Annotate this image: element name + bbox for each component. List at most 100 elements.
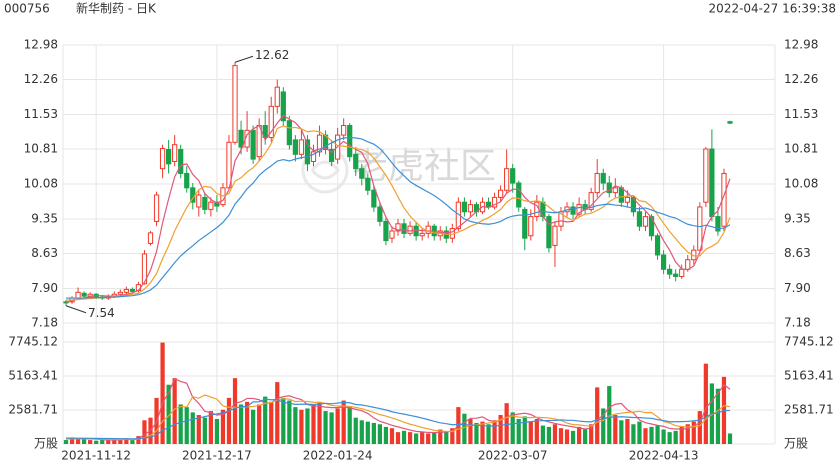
candle-body — [262, 125, 268, 139]
volume-bar — [413, 433, 419, 444]
candle-body — [178, 148, 184, 174]
candle-body — [636, 211, 643, 227]
candle-body — [673, 273, 679, 278]
volume-bar — [323, 411, 328, 444]
candle-body — [196, 194, 202, 208]
candle-body — [123, 288, 129, 293]
volume-bar — [715, 388, 721, 444]
volume-bar — [244, 401, 250, 444]
candle-body — [172, 144, 178, 162]
volume-bar — [178, 404, 183, 444]
candle-body — [341, 125, 347, 136]
candle-body — [238, 129, 244, 148]
candle-body — [347, 125, 353, 158]
candle-body — [588, 192, 594, 210]
mark-layer — [63, 62, 733, 444]
candle-body — [280, 91, 286, 122]
x-tick-label: 2022-03-07 — [478, 449, 548, 463]
volume-bar — [63, 440, 69, 444]
volume-bar — [335, 408, 340, 444]
annotation-leader — [234, 55, 254, 63]
volume-bar — [142, 420, 147, 444]
y-tick-label: 7.18 — [31, 316, 58, 330]
volume-bar — [570, 430, 576, 444]
volume-bar — [607, 386, 612, 444]
chart-title: 新华制药 - 日K — [76, 1, 157, 16]
vol-tick-label-right: 万股 — [784, 437, 808, 451]
candle-body — [606, 182, 612, 194]
candle-body — [648, 216, 655, 237]
volume-bar — [649, 426, 654, 444]
volume-bar — [371, 422, 376, 444]
volume-bar — [564, 429, 570, 444]
y-tick-label-right: 11.53 — [784, 107, 818, 121]
candle-body — [419, 232, 425, 237]
volume-bar — [94, 440, 99, 444]
volume-bar — [160, 342, 165, 444]
volume-bar — [118, 438, 123, 444]
y-tick-label-right: 12.98 — [784, 38, 818, 52]
volume-bar — [100, 440, 105, 444]
vol-tick-label: 5163.41 — [8, 369, 58, 383]
candle-body — [407, 225, 413, 234]
candle-body — [516, 182, 522, 208]
volume-bar — [184, 407, 189, 444]
volume-bar — [655, 425, 660, 444]
annotation-leader — [65, 305, 87, 314]
volume-bar — [667, 432, 672, 444]
candle-body — [166, 148, 172, 165]
volume-bar — [637, 421, 642, 444]
candle-body — [353, 153, 359, 170]
candle-body — [328, 148, 335, 162]
candle-body — [208, 201, 214, 210]
y-tick-label: 7.90 — [31, 281, 58, 295]
volume-bar — [226, 397, 232, 444]
volume-bar — [287, 400, 292, 444]
candle-body — [75, 291, 81, 299]
vol-tick-label-right: 7745.12 — [784, 335, 834, 349]
candle-body — [232, 65, 238, 143]
volume-bar — [359, 420, 364, 444]
volume-bar — [576, 426, 582, 444]
volume-bar — [492, 420, 497, 444]
volume-bar — [589, 424, 594, 444]
volume-bar — [631, 424, 636, 444]
ma-line — [66, 125, 731, 301]
candle-body — [654, 235, 661, 256]
volume-bar — [673, 430, 678, 444]
y-tick-label: 12.98 — [24, 38, 58, 52]
volume-bar — [383, 426, 389, 444]
x-tick-label: 2021-12-17 — [182, 449, 252, 463]
volume-bar — [407, 432, 413, 444]
volume-bar — [510, 412, 515, 444]
volume-bar — [534, 418, 539, 444]
vol-tick-label: 7745.12 — [8, 335, 58, 349]
candle-body — [600, 172, 606, 184]
y-tick-label: 12.26 — [24, 72, 58, 86]
volume-bar — [498, 415, 503, 444]
candle-body — [371, 189, 377, 208]
volume-bar — [426, 433, 431, 444]
candle-body — [389, 230, 395, 239]
x-tick-label: 2022-04-13 — [629, 449, 699, 463]
volume-bar — [377, 424, 383, 444]
volume-bar — [601, 408, 606, 444]
candle-body — [292, 139, 298, 155]
watermark: 老虎社区 — [352, 146, 496, 187]
candle-body — [510, 168, 516, 184]
candle-body — [727, 121, 733, 124]
volume-bar — [293, 407, 298, 444]
volume-bar — [299, 409, 304, 444]
x-tick-label: 2022-01-24 — [303, 449, 373, 463]
volume-bar — [88, 440, 93, 444]
vol-tick-label-right: 2581.71 — [784, 402, 834, 416]
volume-bar — [727, 433, 733, 444]
volume-bar — [552, 424, 558, 444]
high-annotation: 12.62 — [255, 48, 289, 62]
volume-bar — [468, 418, 473, 444]
volume-bar — [106, 440, 111, 444]
candle-body — [413, 225, 419, 237]
candle-body — [129, 288, 136, 292]
candle-body — [618, 187, 624, 203]
y-tick-label: 11.53 — [24, 107, 58, 121]
